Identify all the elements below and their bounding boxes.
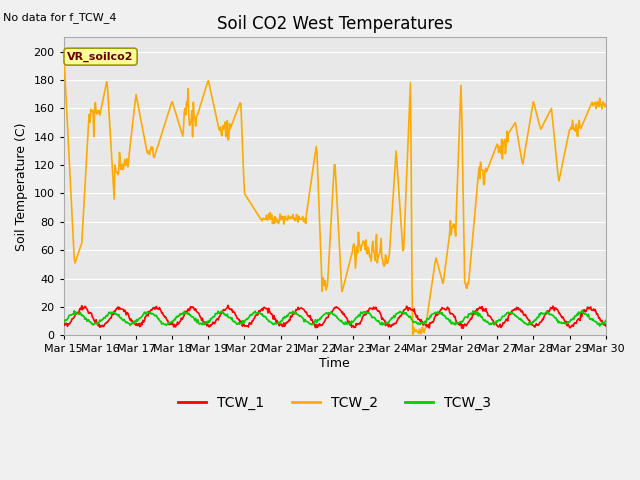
Text: No data for f_TCW_4: No data for f_TCW_4 [3,12,116,23]
Legend: TCW_1, TCW_2, TCW_3: TCW_1, TCW_2, TCW_3 [172,390,497,415]
Title: Soil CO2 West Temperatures: Soil CO2 West Temperatures [217,15,452,33]
X-axis label: Time: Time [319,357,350,370]
Y-axis label: Soil Temperature (C): Soil Temperature (C) [15,122,28,251]
Text: VR_soilco2: VR_soilco2 [67,51,134,62]
